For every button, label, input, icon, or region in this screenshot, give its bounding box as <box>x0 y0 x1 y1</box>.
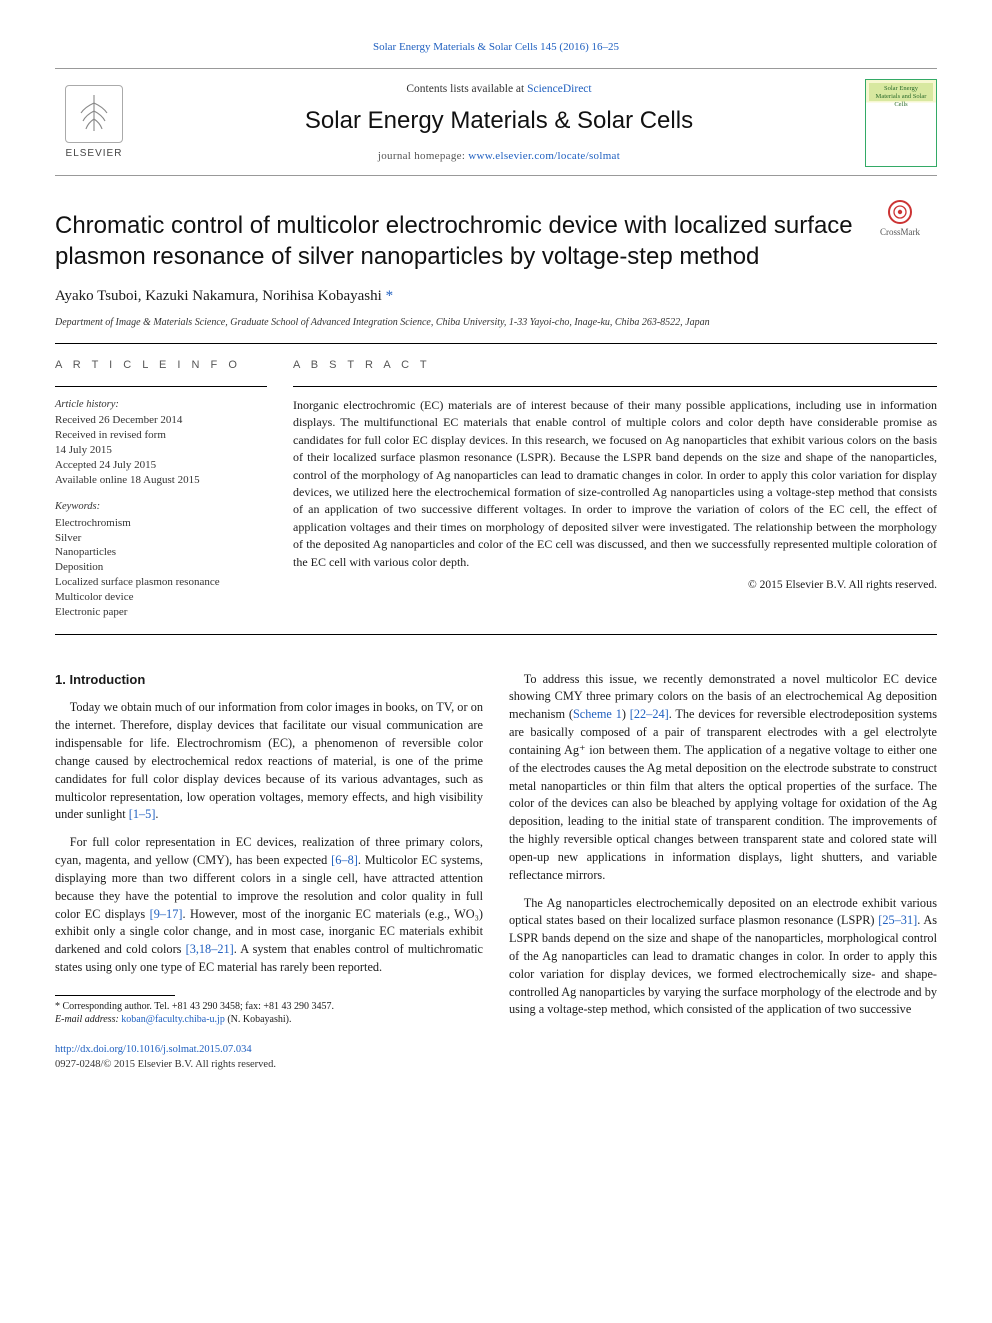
footnote-sep <box>55 995 175 996</box>
intro-p3: To address this issue, we recently demon… <box>509 671 937 885</box>
ref-link-6-8[interactable]: [6–8] <box>331 853 358 867</box>
intro-heading: 1. Introduction <box>55 671 483 690</box>
rule-abstract <box>293 386 937 387</box>
crossmark-label: CrossMark <box>880 227 920 237</box>
intro-p1: Today we obtain much of our information … <box>55 699 483 824</box>
keyword-1: Silver <box>55 531 267 546</box>
rule-bottom <box>55 634 937 635</box>
body-columns: 1. Introduction Today we obtain much of … <box>55 671 937 1029</box>
footnote-email-link[interactable]: koban@faculty.chiba-u.jp <box>121 1014 225 1025</box>
footnote-email-suffix: (N. Kobayashi). <box>225 1014 292 1025</box>
p1-text-b: . <box>155 807 158 821</box>
article-info-label: A R T I C L E I N F O <box>55 358 267 374</box>
top-citation: Solar Energy Materials & Solar Cells 145… <box>55 40 937 56</box>
crossmark-icon <box>888 200 912 224</box>
history-revised-2: 14 July 2015 <box>55 443 267 458</box>
p3-text-b: ) <box>622 707 630 721</box>
elsevier-text: ELSEVIER <box>66 147 123 162</box>
p3-text-c: . The devices for reversible electrodepo… <box>509 707 937 881</box>
footnote-email-label: E-mail address: <box>55 1014 121 1025</box>
corresponding-mark[interactable]: * <box>382 288 393 304</box>
masthead: ELSEVIER Contents lists available at Sci… <box>55 68 937 176</box>
keyword-3: Deposition <box>55 560 267 575</box>
keyword-0: Electrochromism <box>55 516 267 531</box>
elsevier-logo: ELSEVIER <box>55 79 133 167</box>
ref-link-9-17[interactable]: [9–17] <box>150 907 183 921</box>
keywords-label: Keywords: <box>55 499 267 514</box>
rule-info <box>55 386 267 387</box>
journal-name: Solar Energy Materials & Solar Cells <box>151 104 847 139</box>
history-online: Available online 18 August 2015 <box>55 473 267 488</box>
journal-cover-thumb: Solar Energy Materials and Solar Cells <box>865 79 937 167</box>
contents-prefix: Contents lists available at <box>406 83 527 95</box>
history-revised-1: Received in revised form <box>55 428 267 443</box>
doi-block: http://dx.doi.org/10.1016/j.solmat.2015.… <box>55 1042 937 1072</box>
contents-line: Contents lists available at ScienceDirec… <box>151 81 847 98</box>
sciencedirect-link[interactable]: ScienceDirect <box>527 83 592 95</box>
authors-names: Ayako Tsuboi, Kazuki Nakamura, Norihisa … <box>55 288 382 304</box>
history-received: Received 26 December 2014 <box>55 413 267 428</box>
issn-line: 0927-0248/© 2015 Elsevier B.V. All right… <box>55 1059 276 1070</box>
corresponding-footnote: * Corresponding author. Tel. +81 43 290 … <box>55 1000 483 1027</box>
intro-p2: For full color representation in EC devi… <box>55 834 483 977</box>
abstract-text: Inorganic electrochromic (EC) materials … <box>293 397 937 571</box>
footnote-tel: * Corresponding author. Tel. +81 43 290 … <box>55 1000 483 1014</box>
homepage-prefix: journal homepage: <box>378 150 468 162</box>
article-title: Chromatic control of multicolor electroc… <box>55 210 857 272</box>
abstract-label: A B S T R A C T <box>293 358 937 374</box>
top-citation-link[interactable]: Solar Energy Materials & Solar Cells 145… <box>373 41 619 53</box>
keyword-2: Nanoparticles <box>55 545 267 560</box>
ref-link-3-18-21[interactable]: [3,18–21] <box>186 942 234 956</box>
article-info-block: A R T I C L E I N F O Article history: R… <box>55 358 267 620</box>
homepage-line: journal homepage: www.elsevier.com/locat… <box>151 149 847 165</box>
keyword-6: Electronic paper <box>55 605 267 620</box>
crossmark-badge[interactable]: CrossMark <box>863 200 937 239</box>
abstract-copyright: © 2015 Elsevier B.V. All rights reserved… <box>293 577 937 594</box>
authors-line: Ayako Tsuboi, Kazuki Nakamura, Norihisa … <box>55 286 937 308</box>
doi-link[interactable]: http://dx.doi.org/10.1016/j.solmat.2015.… <box>55 1044 252 1055</box>
intro-p4: The Ag nanoparticles electrochemically d… <box>509 895 937 1020</box>
history-label: Article history: <box>55 397 267 412</box>
history-accepted: Accepted 24 July 2015 <box>55 458 267 473</box>
rule-top <box>55 343 937 344</box>
ref-link-25-31[interactable]: [25–31] <box>878 913 917 927</box>
p4-text-b: . As LSPR bands depend on the size and s… <box>509 913 937 1016</box>
keyword-5: Multicolor device <box>55 590 267 605</box>
keyword-4: Localized surface plasmon resonance <box>55 575 267 590</box>
scheme-1-link[interactable]: Scheme 1 <box>573 707 622 721</box>
homepage-link[interactable]: www.elsevier.com/locate/solmat <box>468 150 620 162</box>
ref-link-1-5[interactable]: [1–5] <box>129 807 156 821</box>
abstract-block: A B S T R A C T Inorganic electrochromic… <box>293 358 937 620</box>
affiliation: Department of Image & Materials Science,… <box>55 316 937 329</box>
elsevier-tree-icon <box>65 85 123 143</box>
journal-cover-title: Solar Energy Materials and Solar Cells <box>869 83 933 101</box>
p4-text-a: The Ag nanoparticles electrochemically d… <box>509 896 937 928</box>
ref-link-22-24[interactable]: [22–24] <box>630 707 669 721</box>
p1-text-a: Today we obtain much of our information … <box>55 700 483 821</box>
